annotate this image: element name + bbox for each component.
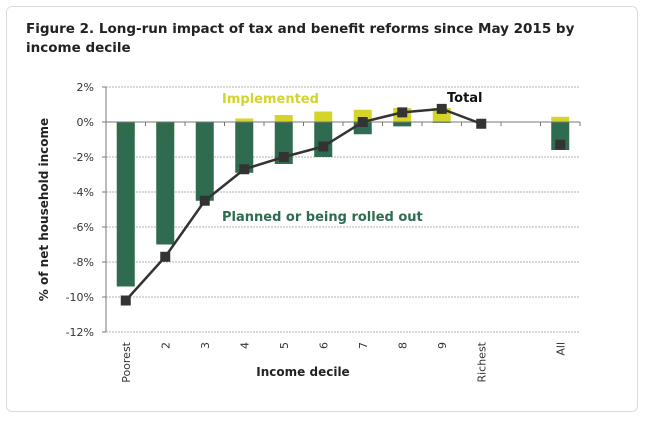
total-marker xyxy=(397,107,408,118)
implemented-bar xyxy=(314,111,333,122)
y-tick-label: -4% xyxy=(73,186,94,199)
y-tick-label: -12% xyxy=(66,326,94,339)
legend-planned: Planned or being rolled out xyxy=(222,210,423,225)
planned-bar xyxy=(314,122,333,157)
x-tick-label: 4 xyxy=(238,342,251,349)
total-marker xyxy=(160,251,171,262)
planned-bar xyxy=(156,122,175,245)
x-tick-label: 9 xyxy=(436,342,449,349)
y-tick-label: -6% xyxy=(73,221,94,234)
legend-total: Total xyxy=(447,91,483,106)
x-axis-label: Income decile xyxy=(256,365,349,379)
planned-bar xyxy=(393,122,412,127)
y-axis-label: % of net household income xyxy=(37,118,51,301)
total-marker xyxy=(318,141,329,152)
legend-implemented: Implemented xyxy=(222,92,319,107)
x-tick-label: 2 xyxy=(159,342,172,349)
implemented-bar xyxy=(235,118,254,122)
x-tick-label: 6 xyxy=(317,342,330,349)
total-marker xyxy=(357,117,368,127)
y-tick-label: -8% xyxy=(73,256,94,269)
x-tick-label: 3 xyxy=(199,342,212,349)
x-tick-label: 8 xyxy=(396,342,409,349)
total-marker xyxy=(278,152,289,162)
chart-title: Figure 2. Long-run impact of tax and ben… xyxy=(26,21,575,56)
y-tick-label: -2% xyxy=(73,151,94,164)
implemented-bar xyxy=(551,116,570,122)
total-marker xyxy=(555,139,566,150)
x-tick-label: 5 xyxy=(278,342,291,349)
total-marker xyxy=(436,103,447,114)
x-tick-label: Richest xyxy=(475,341,488,382)
x-tick-label: Poorest xyxy=(120,341,133,382)
x-tick-label: 7 xyxy=(357,342,370,349)
y-tick-label: 2% xyxy=(77,81,94,94)
total-line xyxy=(124,107,482,302)
y-tick-label: -10% xyxy=(66,291,94,304)
total-marker xyxy=(239,164,250,175)
y-tick-label: 0% xyxy=(77,116,94,129)
figure-card xyxy=(6,6,638,412)
total-marker xyxy=(120,295,131,306)
x-tick-label: All xyxy=(554,342,567,356)
implemented-bar xyxy=(274,115,293,122)
planned-bar xyxy=(235,122,254,173)
planned-bar xyxy=(116,122,135,287)
planned-bar xyxy=(195,122,214,201)
total-marker xyxy=(476,118,487,129)
total-marker xyxy=(199,195,210,206)
